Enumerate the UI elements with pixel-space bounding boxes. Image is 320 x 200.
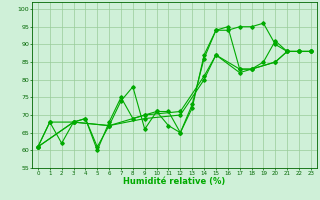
X-axis label: Humidité relative (%): Humidité relative (%) [123,177,226,186]
